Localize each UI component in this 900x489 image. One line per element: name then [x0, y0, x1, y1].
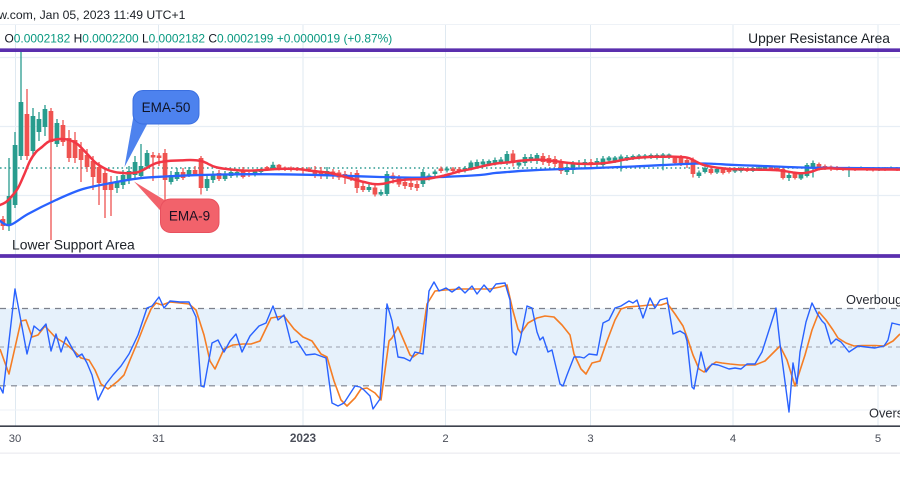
svg-text:4: 4 — [730, 433, 736, 445]
svg-text:2023: 2023 — [290, 431, 317, 445]
svg-text:EMA-50: EMA-50 — [142, 100, 191, 115]
svg-text:ew.com, Jan 05, 2023 11:49 UTC: ew.com, Jan 05, 2023 11:49 UTC+1 — [0, 8, 186, 22]
svg-text:2: 2 — [442, 433, 448, 445]
svg-text:EMA-9: EMA-9 — [169, 209, 210, 224]
svg-text:Overbought: Overbought — [846, 292, 900, 307]
svg-text:Lower Support Area: Lower Support Area — [12, 237, 135, 253]
svg-text:Upper Resistance Area: Upper Resistance Area — [748, 31, 890, 46]
svg-text:31: 31 — [152, 433, 165, 445]
svg-text:Oversold: Oversold — [869, 406, 900, 421]
svg-text:30: 30 — [9, 433, 22, 445]
svg-text:O0.0002182 H0.0002200 L0.00021: O0.0002182 H0.0002200 L0.0002182 C0.0002… — [5, 32, 393, 46]
svg-text:3: 3 — [587, 433, 593, 445]
svg-text:5: 5 — [875, 433, 881, 445]
